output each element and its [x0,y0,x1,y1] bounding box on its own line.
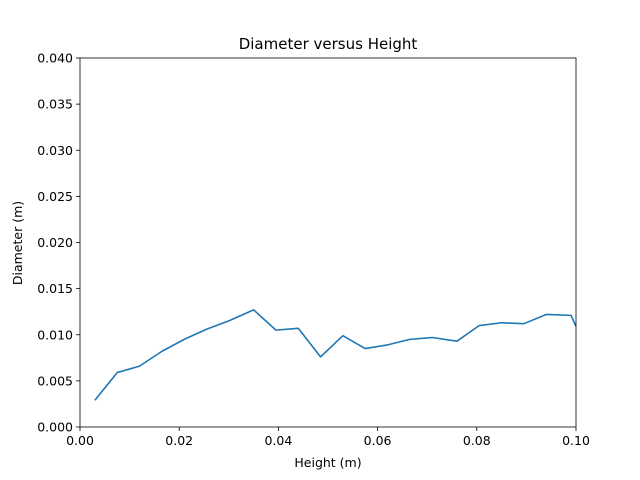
y-tick-label: 0.020 [37,235,73,250]
y-tick-label: 0.005 [37,373,73,388]
y-tick-label: 0.000 [37,420,73,435]
x-tick-label: 0.02 [165,433,193,448]
x-tick-label: 0.08 [463,433,491,448]
y-tick-label: 0.010 [37,327,73,342]
y-tick-label: 0.025 [37,189,73,204]
y-tick-label: 0.040 [37,51,73,66]
y-tick-label: 0.030 [37,143,73,158]
x-tick-label: 0.10 [562,433,590,448]
y-tick-label: 0.035 [37,97,73,112]
y-tick-label: 0.015 [37,281,73,296]
y-axis-label: Diameter (m) [10,201,25,285]
plot-area [79,57,577,428]
x-tick-label: 0.00 [66,433,94,448]
x-axis-ticks: 0.00 0.02 0.04 0.06 0.08 0.10 [66,427,590,448]
x-axis-label: Height (m) [294,455,361,470]
y-axis-ticks: 0.000 0.005 0.010 0.015 0.020 0.025 0.030 0.035… [37,51,80,435]
plot-frame [79,57,577,428]
x-tick-label: 0.04 [264,433,292,448]
chart-title: Diameter versus Height [239,35,418,53]
series-line-0 [94,309,576,401]
x-tick-label: 0.06 [364,433,392,448]
